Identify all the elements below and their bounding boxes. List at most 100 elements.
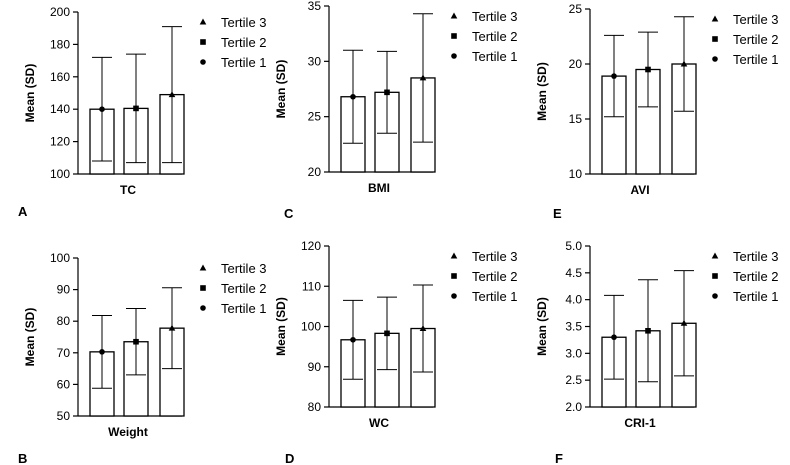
y-tick-label: 90 xyxy=(308,360,322,374)
legend-marker-square xyxy=(712,36,718,42)
y-axis-title: Mean (SD) xyxy=(535,62,549,121)
legend-marker-square xyxy=(451,273,457,279)
panel-C: 20 25 30 35 Mean (SD) BMI Tertile 3 Tertile 2 Te… xyxy=(274,0,518,221)
legend-label: Tertile 1 xyxy=(472,289,518,304)
legend-marker-triangle xyxy=(199,264,207,271)
marker-triangle xyxy=(168,324,176,331)
legend-label: Tertile 1 xyxy=(733,52,779,67)
y-tick-label: 25 xyxy=(569,2,583,16)
panel-E: 10 15 20 25 Mean (SD) AVI Tertile 3 Tertile 2 Te… xyxy=(535,2,779,221)
legend-label: Tertile 2 xyxy=(733,32,779,47)
y-tick-label: 180 xyxy=(50,37,70,51)
legend-label: Tertile 3 xyxy=(733,249,779,264)
marker-circle xyxy=(99,106,105,112)
marker-square xyxy=(384,89,390,96)
panel-F: 2.0 2.5 3.0 3.5 4.0 4.5 5.0 Mean (SD) CRI-1 Terti… xyxy=(535,239,779,465)
legend-label: Tertile 1 xyxy=(733,289,779,304)
legend-label: Tertile 3 xyxy=(472,249,518,264)
legend-label: Tertile 2 xyxy=(221,281,267,296)
legend-marker-circle xyxy=(200,305,206,311)
marker-square xyxy=(384,330,390,337)
legend-label: Tertile 3 xyxy=(221,15,267,30)
legend-label: Tertile 2 xyxy=(221,35,267,50)
x-axis-title: BMI xyxy=(368,181,390,195)
legend-marker-square xyxy=(451,33,457,39)
legend-marker-circle xyxy=(712,56,718,62)
marker-square xyxy=(133,338,139,345)
y-tick-label: 100 xyxy=(301,320,321,334)
y-tick-label: 20 xyxy=(308,165,322,179)
legend-marker-triangle xyxy=(450,12,458,19)
marker-circle xyxy=(99,349,105,355)
legend-label: Tertile 2 xyxy=(733,269,779,284)
y-tick-label: 110 xyxy=(302,279,321,293)
y-tick-label: 4.0 xyxy=(565,293,582,307)
y-tick-label: 70 xyxy=(57,346,71,360)
y-tick-label: 3.0 xyxy=(565,346,582,360)
marker-square xyxy=(133,105,139,112)
y-tick-label: 80 xyxy=(308,400,322,414)
panel-B: 50 60 70 80 90 100 Mean (SD) Weight Tertile 3 Ter… xyxy=(18,251,267,465)
legend-label: Tertile 2 xyxy=(472,29,518,44)
panel-letter: A xyxy=(18,204,28,219)
y-tick-label: 120 xyxy=(301,239,321,253)
y-axis-title: Mean (SD) xyxy=(23,64,37,123)
panel-letter: F xyxy=(555,451,563,465)
marker-square xyxy=(645,66,651,73)
legend-marker-triangle xyxy=(711,252,719,259)
legend-label: Tertile 2 xyxy=(472,269,518,284)
x-axis-title: CRI-1 xyxy=(624,416,656,430)
legend-label: Tertile 3 xyxy=(733,12,779,27)
panel-A: 100 120 140 160 180 200 Mean (SD) TC Tertile 3 Te… xyxy=(18,5,267,219)
x-axis-title: Weight xyxy=(108,425,148,439)
y-tick-label: 10 xyxy=(569,167,583,181)
legend-marker-triangle xyxy=(199,18,207,25)
marker-circle xyxy=(611,334,617,341)
legend-label: Tertile 3 xyxy=(221,261,267,276)
legend-marker-circle xyxy=(451,293,457,299)
x-axis-title: TC xyxy=(120,183,136,197)
y-tick-label: 3.5 xyxy=(565,320,582,334)
marker-square xyxy=(645,327,651,334)
legend-marker-triangle xyxy=(711,15,719,22)
marker-circle xyxy=(611,73,617,79)
y-axis-title: Mean (SD) xyxy=(535,297,549,356)
y-axis-title: Mean (SD) xyxy=(274,60,288,119)
legend-label: Tertile 3 xyxy=(472,9,518,24)
panel-letter: B xyxy=(18,451,27,465)
y-tick-label: 2.0 xyxy=(565,400,582,414)
y-tick-label: 25 xyxy=(308,110,322,124)
marker-triangle xyxy=(680,319,688,326)
y-tick-label: 2.5 xyxy=(565,373,582,387)
y-tick-label: 20 xyxy=(569,57,583,71)
y-tick-label: 60 xyxy=(57,377,71,391)
legend-marker-circle xyxy=(451,53,457,59)
legend-label: Tertile 1 xyxy=(221,55,267,70)
legend-label: Tertile 1 xyxy=(221,301,267,316)
y-tick-label: 120 xyxy=(50,135,70,149)
marker-triangle xyxy=(168,91,176,98)
y-axis-title: Mean (SD) xyxy=(23,308,37,367)
marker-circle xyxy=(350,336,356,343)
y-tick-label: 35 xyxy=(308,0,322,13)
marker-triangle xyxy=(680,60,688,67)
legend-marker-square xyxy=(712,273,718,279)
y-axis-title: Mean (SD) xyxy=(274,297,288,356)
legend-marker-circle xyxy=(712,293,718,299)
panel-letter: E xyxy=(553,206,562,221)
y-tick-label: 80 xyxy=(57,314,71,328)
y-tick-label: 4.5 xyxy=(565,266,582,280)
marker-triangle xyxy=(419,325,427,332)
x-axis-title: WC xyxy=(369,416,389,430)
panel-letter: C xyxy=(284,206,294,221)
marker-circle xyxy=(350,93,356,100)
panel-D: 80 90 100 110 120 Mean (SD) WC Tertile 3 Tertile… xyxy=(274,239,518,465)
panel-letter: D xyxy=(285,451,294,465)
y-tick-label: 200 xyxy=(50,5,70,19)
y-tick-label: 50 xyxy=(57,409,71,423)
y-tick-label: 100 xyxy=(50,167,70,181)
y-tick-label: 140 xyxy=(50,102,70,116)
marker-triangle xyxy=(419,74,427,81)
bar-tertile-2 xyxy=(374,332,400,408)
